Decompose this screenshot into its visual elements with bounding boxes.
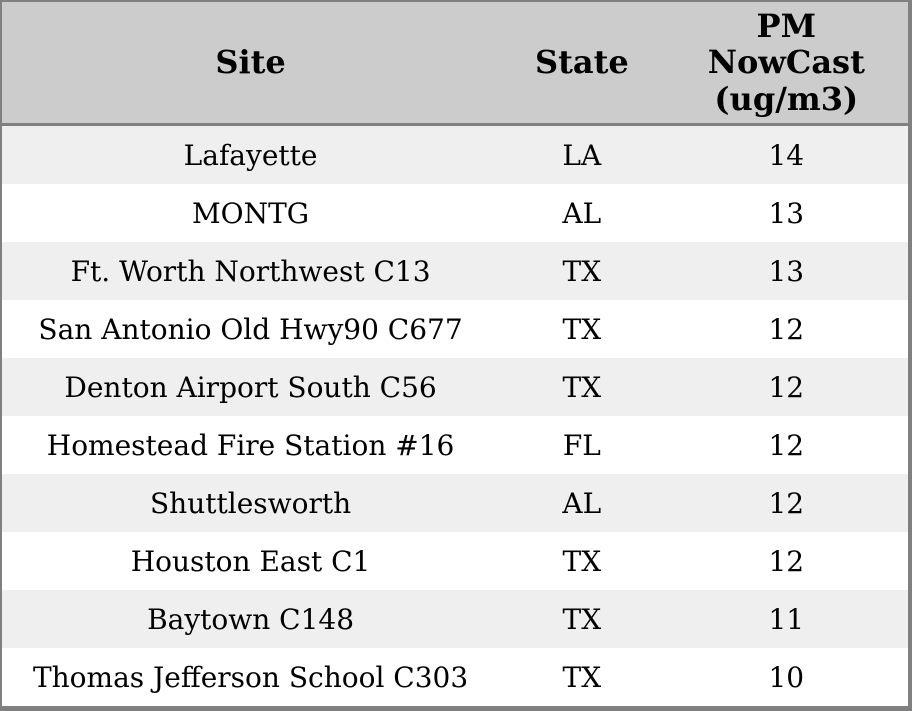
table-row: MONTG AL 13	[1, 184, 910, 242]
cell-site: Thomas Jefferson School C303	[32, 660, 469, 694]
table-row: Lafayette LA 14	[1, 124, 910, 184]
cell-pm: 14	[768, 138, 805, 172]
cell-pm: 12	[768, 486, 805, 520]
table-body: Lafayette LA 14 MONTG AL 13 Ft. Worth No…	[1, 124, 910, 709]
table-row: Ft. Worth Northwest C13 TX 13	[1, 242, 910, 300]
header-row: Site State PM NowCast (ug/m3)	[1, 1, 910, 126]
column-header-site: Site	[1, 1, 500, 126]
cell-state: TX	[562, 370, 602, 404]
cell-state: AL	[562, 196, 602, 230]
cell-pm: 12	[768, 428, 805, 462]
cell-site: Houston East C1	[130, 544, 371, 578]
cell-pm: 10	[768, 660, 805, 694]
cell-site: Baytown C148	[147, 602, 355, 636]
cell-state: TX	[562, 602, 602, 636]
cell-state: LA	[562, 138, 602, 172]
table-row: Shuttlesworth AL 12	[1, 474, 910, 532]
cell-site: Lafayette	[183, 138, 318, 172]
cell-site: San Antonio Old Hwy90 C677	[38, 312, 463, 346]
column-header-pm-nowcast: PM NowCast (ug/m3)	[664, 1, 910, 126]
cell-state: AL	[562, 486, 602, 520]
cell-state: TX	[562, 254, 602, 288]
cell-pm: 13	[768, 254, 805, 288]
table-row: Houston East C1 TX 12	[1, 532, 910, 590]
cell-state: TX	[562, 660, 602, 694]
table-row: Baytown C148 TX 11	[1, 590, 910, 648]
table-row: San Antonio Old Hwy90 C677 TX 12	[1, 300, 910, 358]
cell-site: Denton Airport South C56	[64, 370, 437, 404]
cell-site: MONTG	[191, 196, 310, 230]
cell-site: Shuttlesworth	[149, 486, 352, 520]
cell-pm: 12	[768, 544, 805, 578]
table-row: Homestead Fire Station #16 FL 12	[1, 416, 910, 474]
cell-pm: 12	[768, 312, 805, 346]
cell-site: Ft. Worth Northwest C13	[70, 254, 431, 288]
cell-state: TX	[562, 544, 602, 578]
cell-pm: 13	[768, 196, 805, 230]
column-header-state: State	[499, 1, 665, 126]
cell-pm: 11	[768, 602, 805, 636]
cell-pm: 12	[768, 370, 805, 404]
cell-state: TX	[562, 312, 602, 346]
table-row: Denton Airport South C56 TX 12	[1, 358, 910, 416]
cell-state: FL	[562, 428, 601, 462]
table-header: Site State PM NowCast (ug/m3)	[1, 1, 910, 126]
table-row: Thomas Jefferson School C303 TX 10	[1, 648, 910, 709]
cell-site: Homestead Fire Station #16	[46, 428, 455, 462]
